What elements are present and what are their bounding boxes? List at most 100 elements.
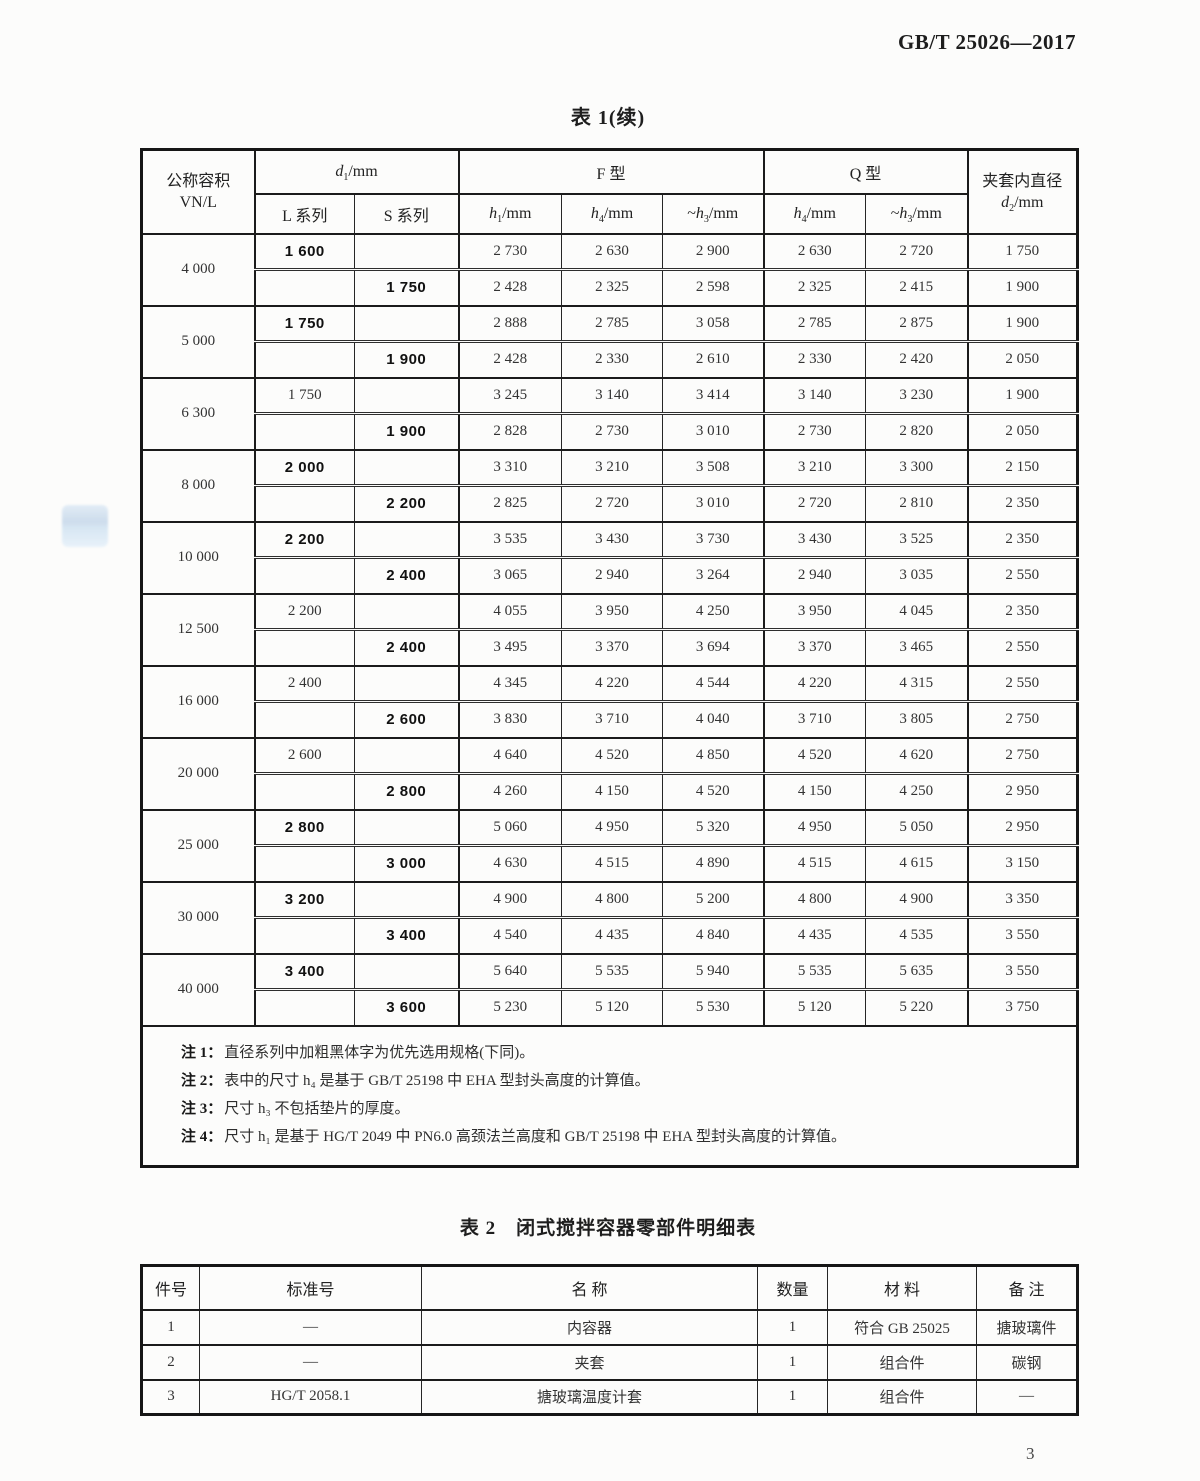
- header-jacket-diameter: 夹套内直径 d2/mm: [966, 149, 1079, 234]
- cell-name: 搪玻璃温度计套: [421, 1378, 758, 1415]
- cell-material: 组合件: [827, 1378, 977, 1415]
- cell-s: 2 800: [354, 772, 459, 810]
- cell-d2: 2 750: [966, 700, 1079, 738]
- cell-f-h3: 5 320: [661, 808, 765, 846]
- cell-q-h3: 2 875: [865, 304, 969, 342]
- cell-l: [253, 484, 355, 522]
- header-q-type: Q 型: [762, 149, 969, 194]
- table2-row: 2 — 夹套 1 组合件 碳钢: [141, 1343, 1078, 1380]
- cell-q-h4: 5 535: [762, 952, 867, 990]
- cell-d2: 2 950: [966, 772, 1079, 810]
- header-item-no: 件号: [141, 1265, 200, 1310]
- table1-row: 5 000 1 750 2 888 2 785 3 058 2 785 2 87…: [141, 304, 1079, 378]
- cell-f-h1: 4 055: [457, 592, 562, 630]
- cell-f-h4: 3 430: [561, 520, 663, 558]
- cell-f-h1: 3 495: [457, 628, 562, 666]
- table1-row: 40 000 3 400 5 640 5 535 5 940 5 535 5 6…: [141, 952, 1079, 1026]
- cell-q-h3: 3 465: [865, 628, 969, 666]
- cell-s: 2 600: [354, 700, 459, 738]
- page-number: 3: [1026, 1444, 1035, 1463]
- table1-row: 3 000 4 630 4 515 4 890 4 515 4 615 3 15…: [142, 844, 1079, 882]
- cell-f-h4: 2 940: [561, 556, 663, 594]
- cell-f-h1: 3 310: [457, 448, 562, 486]
- cell-f-h1: 3 830: [457, 700, 562, 738]
- cell-f-h1: 2 428: [457, 268, 562, 306]
- cell-s: 1 900: [354, 340, 459, 378]
- cell-remark: 碳钢: [976, 1343, 1078, 1380]
- cell-l: 1 750: [253, 304, 355, 342]
- cell-d2: 2 950: [966, 808, 1079, 846]
- note-2: 注 2： 表中的尺寸 h₄ 是基于 GB/T 25198 中 EHA 型封头高度的…: [181, 1072, 650, 1089]
- cell-s: 1 750: [354, 268, 459, 306]
- cell-f-h1: 2 825: [457, 484, 562, 522]
- cell-f-h1: 3 245: [457, 376, 562, 414]
- cell-s: 3 600: [354, 988, 459, 1026]
- scan-artifact-watermark: [62, 505, 108, 547]
- cell-q-h3: 5 220: [865, 988, 969, 1026]
- cell-s: [354, 736, 459, 774]
- cell-q-h3: 4 900: [865, 880, 969, 918]
- table1-row: 2 400 3 495 3 370 3 694 3 370 3 465 2 55…: [142, 628, 1079, 666]
- cell-f-h3: 4 850: [661, 736, 765, 774]
- cell-standard-no: —: [199, 1343, 422, 1380]
- cell-f-h4: 2 720: [561, 484, 663, 522]
- cell-standard-no: —: [199, 1308, 422, 1345]
- cell-q-h4: 2 785: [762, 304, 867, 342]
- cell-f-h3: 2 610: [661, 340, 765, 378]
- header-f-type: F 型: [457, 149, 765, 194]
- cell-f-h3: 3 694: [661, 628, 765, 666]
- note-1: 注 1： 直径系列中加粗黑体字为优先选用规格(下同)。: [181, 1044, 535, 1061]
- cell-f-h3: 3 010: [661, 484, 765, 522]
- cell-q-h3: 3 035: [865, 556, 969, 594]
- cell-d2: 2 550: [966, 664, 1079, 702]
- table1-row: 8 000 2 000 3 310 3 210 3 508 3 210 3 30…: [141, 448, 1079, 522]
- cell-s: [354, 376, 459, 414]
- table2-row: 1 — 内容器 1 符合 GB 25025 搪玻璃件: [141, 1308, 1078, 1345]
- cell-s: 1 900: [354, 412, 459, 450]
- cell-q-h4: 3 370: [762, 628, 867, 666]
- cell-l: 2 400: [253, 664, 355, 702]
- cell-l: [253, 340, 355, 378]
- cell-f-h3: 4 520: [661, 772, 765, 810]
- cell-d2: 3 550: [966, 952, 1079, 990]
- table1-row: 12 500 2 200 4 055 3 950 4 250 3 950 4 0…: [141, 592, 1079, 666]
- table2-header-row: 件号 标准号 名 称 数量 材 料 备 注: [141, 1265, 1078, 1310]
- table1-row: 1 900 2 828 2 730 3 010 2 730 2 820 2 05…: [142, 412, 1079, 450]
- cell-f-h4: 3 950: [561, 592, 663, 630]
- cell-volume: 16 000: [141, 664, 255, 738]
- cell-f-h3: 3 058: [661, 304, 765, 342]
- cell-item-no: 2: [141, 1343, 200, 1380]
- cell-q-h4: 4 150: [762, 772, 867, 810]
- cell-s: [354, 592, 459, 630]
- header-f-h4: h4/mm: [561, 192, 663, 234]
- cell-d2: 2 750: [966, 736, 1079, 774]
- cell-q-h3: 3 230: [865, 376, 969, 414]
- cell-q-h4: 4 220: [762, 664, 867, 702]
- cell-q-h4: 2 630: [762, 232, 867, 270]
- cell-f-h4: 5 120: [561, 988, 663, 1026]
- cell-q-h4: 3 950: [762, 592, 867, 630]
- cell-f-h4: 2 330: [561, 340, 663, 378]
- table1-row: 30 000 3 200 4 900 4 800 5 200 4 800 4 9…: [141, 880, 1079, 954]
- cell-f-h1: 3 065: [457, 556, 562, 594]
- cell-volume: 25 000: [141, 808, 255, 882]
- header-s-series: S 系列: [354, 192, 459, 234]
- cell-f-h1: 2 730: [457, 232, 562, 270]
- cell-f-h3: 2 598: [661, 268, 765, 306]
- cell-s: 2 400: [354, 628, 459, 666]
- cell-l: 2 200: [253, 520, 355, 558]
- cell-q-h4: 3 210: [762, 448, 867, 486]
- cell-l: 2 600: [253, 736, 355, 774]
- cell-volume: 5 000: [141, 304, 255, 378]
- cell-l: 1 600: [253, 232, 355, 270]
- cell-name: 夹套: [421, 1343, 758, 1380]
- cell-d2: 2 350: [966, 520, 1079, 558]
- cell-q-h4: 2 720: [762, 484, 867, 522]
- cell-f-h3: 4 040: [661, 700, 765, 738]
- table1-row: 16 000 2 400 4 345 4 220 4 544 4 220 4 3…: [141, 664, 1079, 738]
- cell-f-h1: 5 640: [457, 952, 562, 990]
- cell-f-h3: 5 940: [661, 952, 765, 990]
- cell-quantity: 1: [757, 1378, 828, 1415]
- cell-volume: 6 300: [141, 376, 255, 450]
